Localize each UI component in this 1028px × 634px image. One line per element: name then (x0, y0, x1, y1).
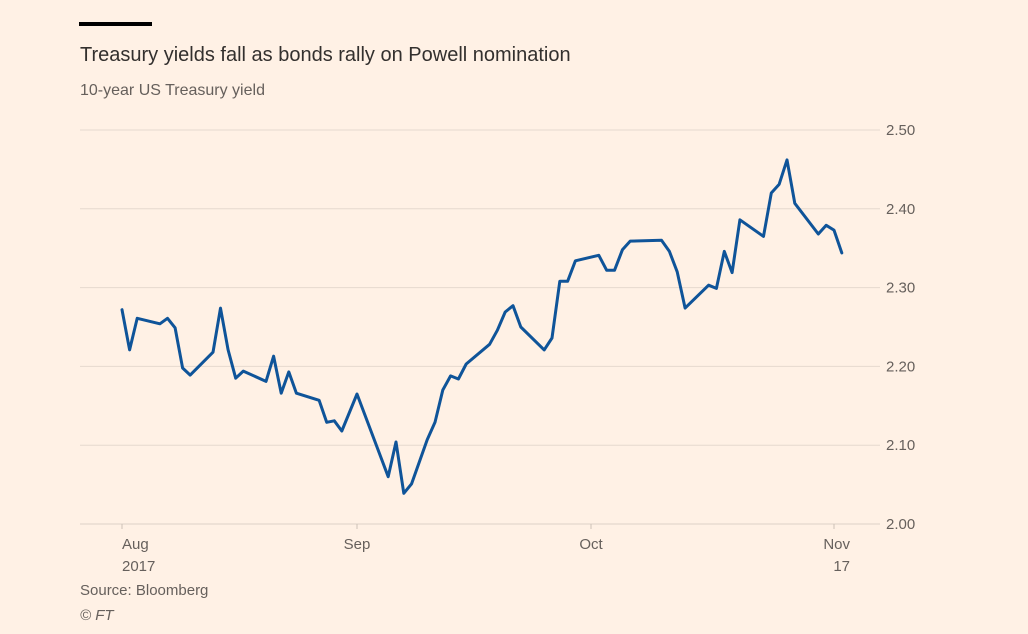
data-point (410, 482, 413, 485)
data-point (234, 377, 237, 380)
data-point (441, 389, 444, 392)
data-point (211, 351, 214, 354)
data-point (738, 218, 741, 221)
data-point (219, 307, 222, 310)
data-point (762, 235, 765, 238)
y-tick-label: 2.50 (886, 122, 915, 139)
data-point (770, 192, 773, 195)
data-point (181, 366, 184, 369)
data-point (465, 363, 468, 366)
y-tick-label: 2.30 (886, 280, 915, 297)
data-point (785, 158, 788, 161)
x-tick-label: Sep (344, 536, 371, 553)
x-tick-label: Oct (579, 536, 603, 553)
data-point (715, 287, 718, 290)
data-point (558, 280, 561, 283)
data-point (551, 337, 554, 340)
data-point (676, 270, 679, 273)
data-point (504, 311, 507, 314)
data-point (166, 317, 169, 320)
data-point (825, 224, 828, 227)
data-point (174, 326, 177, 329)
data-point (668, 250, 671, 253)
data-point (325, 421, 328, 424)
series-group (120, 158, 844, 495)
data-point (295, 392, 298, 395)
chart-subtitle: 10-year US Treasury yield (80, 82, 265, 99)
data-point (333, 419, 336, 422)
data-point (158, 322, 161, 325)
y-tick-label: 2.00 (886, 516, 915, 533)
data-point (566, 280, 569, 283)
data-point (613, 269, 616, 272)
ft-top-rule (79, 22, 152, 26)
data-point (395, 441, 398, 444)
x-tick-sublabel: 2017 (122, 558, 155, 575)
chart-title: Treasury yields fall as bonds rally on P… (80, 44, 571, 66)
data-point (793, 202, 796, 205)
data-point (402, 492, 405, 495)
data-point (833, 229, 836, 232)
data-point (387, 475, 390, 478)
data-point (817, 233, 820, 236)
data-point (621, 248, 624, 251)
data-point (434, 421, 437, 424)
y-axis-ticks: 2.50 2.40 2.30 2.20 2.10 2.00 (886, 122, 915, 533)
data-point (840, 251, 843, 254)
data-point (512, 304, 515, 307)
data-point (629, 240, 632, 243)
gridlines (80, 129, 880, 525)
x-tick-label: Aug (122, 536, 149, 553)
data-point (227, 348, 230, 351)
data-point (242, 370, 245, 373)
y-tick-label: 2.20 (886, 358, 915, 375)
data-point (496, 329, 499, 332)
x-tick-sublabel: 17 (833, 558, 850, 575)
data-point (597, 254, 600, 257)
data-point (287, 370, 290, 373)
copyright-note: © FT (80, 607, 114, 624)
y-tick-label: 2.40 (886, 201, 915, 218)
data-point (605, 269, 608, 272)
data-point (136, 317, 139, 320)
data-point (778, 183, 781, 186)
data-point (128, 348, 131, 351)
data-point (356, 392, 359, 395)
data-point (265, 380, 268, 383)
data-point (426, 438, 429, 441)
data-point (660, 239, 663, 242)
data-point (574, 259, 577, 262)
data-point (272, 355, 275, 358)
x-tick-label: Nov (823, 536, 850, 553)
data-point (723, 250, 726, 253)
data-point (543, 348, 546, 351)
data-point (121, 308, 124, 311)
data-point (189, 374, 192, 377)
source-note: Source: Bloomberg (80, 582, 209, 599)
y-tick-label: 2.10 (886, 437, 915, 454)
data-point (707, 284, 710, 287)
data-point (684, 307, 687, 310)
data-point (488, 343, 491, 346)
x-axis-ticks: Aug 2017 Sep Oct Nov 17 (121, 524, 850, 575)
data-point (280, 392, 283, 395)
data-point (519, 326, 522, 329)
data-point (457, 378, 460, 381)
data-point (731, 271, 734, 274)
data-point (340, 430, 343, 433)
data-point (318, 399, 321, 402)
data-point (449, 374, 452, 377)
series-line-10y-yield (120, 158, 844, 495)
